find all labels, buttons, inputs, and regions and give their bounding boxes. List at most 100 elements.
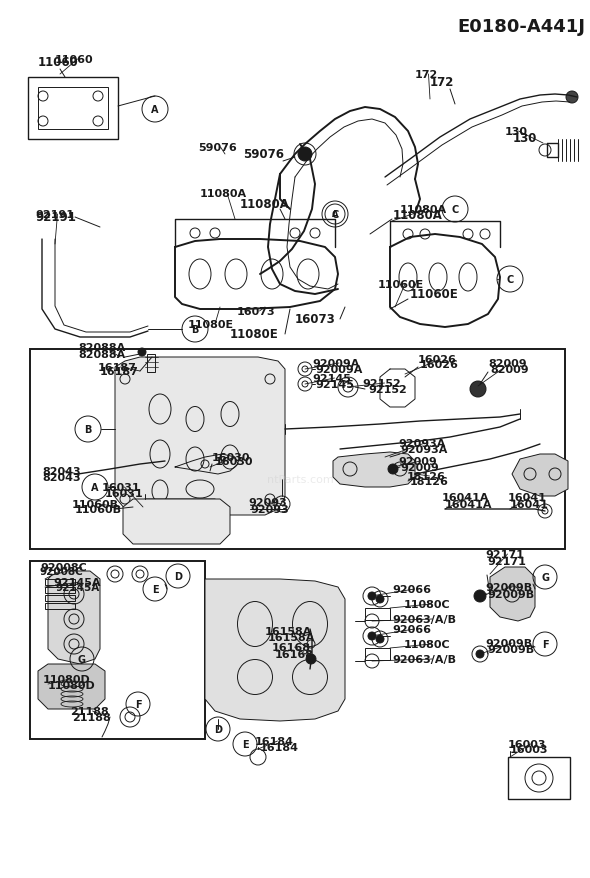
Text: 11060: 11060 [38, 55, 78, 68]
Text: 92152: 92152 [368, 385, 407, 394]
Text: 11080C: 11080C [404, 600, 451, 609]
Text: 16026: 16026 [420, 360, 459, 370]
Text: E: E [242, 739, 248, 749]
Text: 16187: 16187 [100, 367, 139, 377]
Text: 11080D: 11080D [48, 680, 96, 690]
Bar [28, 78, 118, 140]
Text: 92063/A/B: 92063/A/B [392, 654, 456, 665]
Text: 11080E: 11080E [188, 320, 234, 329]
Bar [45, 587, 75, 594]
Circle shape [368, 593, 376, 601]
Text: 82088A: 82088A [78, 342, 125, 353]
Text: 92152: 92152 [362, 378, 401, 389]
Text: 92009B: 92009B [485, 638, 532, 648]
Circle shape [566, 92, 578, 104]
Text: 18126: 18126 [407, 471, 446, 481]
Text: 16031: 16031 [105, 488, 143, 499]
Text: 11080A: 11080A [200, 189, 247, 198]
Text: 11080D: 11080D [43, 674, 91, 684]
Bar [30, 561, 205, 739]
Polygon shape [333, 452, 415, 487]
Text: 16041A: 16041A [445, 500, 493, 509]
Bar [147, 355, 155, 372]
Text: 11060B: 11060B [75, 505, 122, 515]
Text: D: D [174, 572, 182, 581]
Text: 16168: 16168 [275, 649, 314, 659]
Text: 172: 172 [430, 76, 454, 89]
Polygon shape [123, 500, 230, 544]
Text: F: F [542, 639, 548, 649]
Text: 16041: 16041 [510, 500, 549, 509]
Polygon shape [48, 572, 100, 665]
Text: 92009B: 92009B [485, 582, 532, 593]
Text: 92171: 92171 [485, 550, 524, 559]
Bar [45, 595, 75, 601]
Text: 16030: 16030 [215, 457, 254, 466]
Text: 16187: 16187 [98, 363, 137, 372]
Text: 92063/A/B: 92063/A/B [392, 615, 456, 624]
Text: 92093A: 92093A [398, 438, 445, 449]
Text: D: D [214, 724, 222, 734]
Text: 16184: 16184 [255, 736, 294, 746]
Text: 18126: 18126 [410, 477, 449, 486]
Text: 92093: 92093 [248, 498, 287, 507]
Bar [45, 603, 75, 609]
Bar [365, 608, 390, 620]
Polygon shape [115, 357, 285, 515]
Text: ntParts.com: ntParts.com [267, 474, 333, 485]
Text: 82043: 82043 [42, 472, 81, 482]
Circle shape [368, 632, 376, 640]
Text: E0180-A441J: E0180-A441J [457, 18, 585, 36]
Text: E: E [152, 585, 158, 594]
Circle shape [470, 382, 486, 398]
Text: 16041A: 16041A [442, 493, 490, 502]
Polygon shape [135, 500, 225, 539]
Polygon shape [490, 567, 535, 622]
Text: 16073: 16073 [295, 313, 336, 326]
Circle shape [376, 595, 384, 603]
Bar [365, 648, 390, 660]
Text: 16073: 16073 [237, 306, 276, 317]
Text: 92093A: 92093A [400, 444, 447, 455]
Bar [38, 88, 108, 130]
Text: C: C [332, 210, 339, 220]
Circle shape [138, 349, 146, 356]
Text: C: C [451, 205, 458, 215]
Text: A: A [332, 210, 338, 220]
Text: 92145A: 92145A [53, 578, 100, 587]
Text: 21188: 21188 [72, 712, 111, 723]
Text: C: C [506, 275, 514, 284]
Bar [30, 349, 565, 550]
Text: 11060E: 11060E [378, 280, 424, 290]
Text: 92191: 92191 [35, 212, 76, 224]
Circle shape [376, 636, 384, 644]
Text: 92008C: 92008C [40, 566, 84, 576]
Circle shape [476, 651, 484, 658]
Text: 11080A: 11080A [393, 209, 443, 222]
Polygon shape [205, 579, 345, 721]
Text: 16003: 16003 [508, 739, 546, 749]
Text: 92009: 92009 [398, 457, 437, 466]
Text: 21188: 21188 [70, 706, 109, 716]
Text: 92145: 92145 [312, 373, 351, 384]
Circle shape [298, 148, 312, 162]
Text: 92171: 92171 [487, 557, 526, 566]
Text: 92066: 92066 [392, 585, 431, 594]
Text: 11080E: 11080E [230, 328, 278, 342]
Text: 11080A: 11080A [400, 205, 447, 215]
Text: 16158A: 16158A [265, 626, 312, 637]
Text: 16030: 16030 [212, 452, 251, 463]
Circle shape [388, 464, 398, 474]
Text: 92009B: 92009B [487, 644, 534, 654]
Text: 92009A: 92009A [312, 358, 359, 369]
Text: G: G [78, 654, 86, 665]
Text: A: A [91, 482, 99, 493]
Polygon shape [38, 665, 105, 709]
Text: 92093: 92093 [250, 505, 289, 515]
Text: 16026: 16026 [418, 355, 457, 364]
Text: 11060E: 11060E [410, 288, 459, 301]
Bar [508, 757, 570, 799]
Text: 59076: 59076 [198, 143, 237, 153]
Bar [45, 579, 75, 586]
Text: 11080A: 11080A [240, 198, 290, 212]
